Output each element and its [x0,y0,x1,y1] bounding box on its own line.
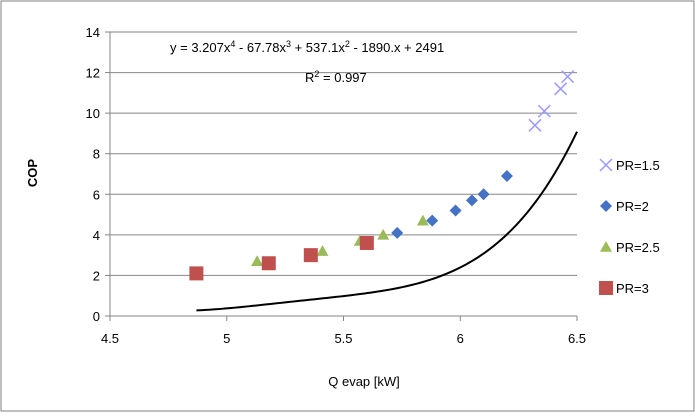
legend-label-pr-3: PR=3 [616,281,649,296]
point-pr-1-5 [537,104,551,118]
data-marks [189,70,575,281]
trendline-group [196,131,578,312]
point-pr-2 [391,226,404,239]
trendline [196,131,578,312]
y-tick-label: 10 [86,106,100,121]
point-pr-2-5 [416,214,429,226]
point-pr-3 [303,248,318,263]
y-tick-label: 12 [86,66,100,81]
legend-item-pr-2: PR=2 [600,199,649,214]
point-pr-2 [500,170,513,183]
legend-marker-pr-3 [599,281,613,295]
legend-marker-pr-2 [600,200,612,212]
y-tick-label: 8 [93,147,100,162]
marker-stroke [554,82,568,96]
point-pr-3 [189,266,204,281]
x-axis-title: Q evap [kW] [328,374,400,389]
point-pr-2-5 [251,255,264,267]
legend-label-pr-1-5: PR=1.5 [616,158,660,173]
legend-item-pr-3: PR=3 [599,281,649,296]
legend-label-pr-2: PR=2 [616,199,649,214]
point-pr-3 [359,235,374,250]
y-tick-label: 4 [93,228,100,243]
point-pr-2 [465,194,478,207]
legend-marker-pr-2-5 [600,241,612,252]
axes: 0 2 4 6 8 10 12 14 4.5 5 5.5 6 6.5 [86,25,587,346]
x-tick-label: 5 [223,331,230,346]
y-tick-label: 2 [93,268,100,283]
marker-stroke [537,104,551,118]
point-pr-1-5 [528,118,542,132]
y-tick-label: 6 [93,187,100,202]
point-pr-2-5 [377,228,390,240]
y-tick-label: 0 [93,309,100,324]
marker-stroke [561,70,575,84]
legend-item-pr-1-5: PR=1.5 [599,158,660,173]
point-pr-2-5 [316,245,329,256]
r-squared-annotation: R2 = 0.997 [305,69,367,85]
marker-stroke [599,158,613,172]
y-tick-label: 14 [86,25,100,40]
point-pr-1-5 [561,70,575,84]
point-pr-2 [426,214,439,227]
equation-annotation: y = 3.207x4 - 67.78x3 + 537.1x2 - 1890.x… [170,39,444,55]
point-pr-3 [261,256,276,271]
legend-item-pr-2-5: PR=2.5 [600,240,660,255]
x-tick-label: 6 [457,331,464,346]
legend-marker-pr-1-5 [599,158,613,172]
x-tick-label: 4.5 [101,331,119,346]
point-pr-2 [449,204,462,217]
point-pr-2 [477,188,490,201]
x-tick-label: 5.5 [334,331,352,346]
y-axis-title: COP [25,159,40,188]
point-pr-1-5 [554,82,568,96]
legend: PR=1.5 PR=2 PR=2.5 PR=3 [599,158,660,296]
legend-label-pr-2-5: PR=2.5 [616,240,660,255]
x-tick-label: 6.5 [568,331,586,346]
marker-stroke [528,118,542,132]
gridlines [110,31,577,276]
